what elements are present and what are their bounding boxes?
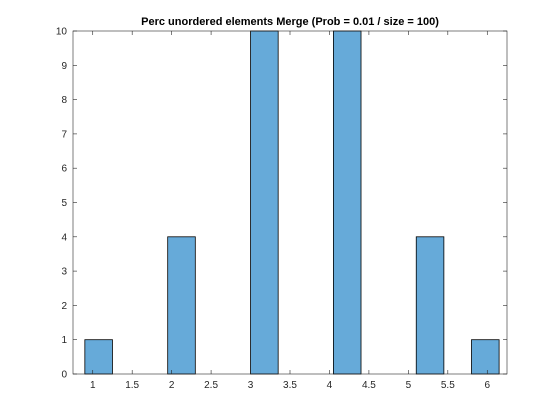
y-tick-label: 0 xyxy=(61,370,67,381)
chart-title: Perc unordered elements Merge (Prob = 0.… xyxy=(141,16,439,28)
x-tick-label: 1.5 xyxy=(125,380,139,391)
x-tick-label: 5 xyxy=(406,380,412,391)
y-tick-label: 10 xyxy=(56,27,68,38)
y-tick-label: 2 xyxy=(61,301,67,312)
x-tick-label: 4 xyxy=(327,380,333,391)
x-tick-label: 6 xyxy=(484,380,490,391)
y-tick-label: 7 xyxy=(61,129,67,140)
axes-group: 1 1.5 2 2.5 3 3.5 4 4.5 5 5.5 6 0 1 2 3 4 5 6 7 8 9 10 xyxy=(56,27,508,391)
y-tick-label: 3 xyxy=(61,267,67,278)
bars-group xyxy=(84,30,500,375)
x-tick-label: 3.5 xyxy=(283,380,297,391)
histogram-bar xyxy=(332,30,362,375)
x-tick-label: 2 xyxy=(169,380,175,391)
y-tick-label: 9 xyxy=(61,61,67,72)
histogram-bar xyxy=(84,339,113,375)
histogram-bar xyxy=(415,236,445,375)
y-tick-label: 8 xyxy=(61,95,67,106)
histogram-bar xyxy=(167,236,196,375)
y-tick-label: 1 xyxy=(61,335,67,346)
x-tick-label: 4.5 xyxy=(362,380,376,391)
y-tick-label: 5 xyxy=(61,198,67,209)
x-tick-label: 2.5 xyxy=(204,380,218,391)
x-tick-label: 3 xyxy=(248,380,254,391)
histogram-bar xyxy=(471,339,500,375)
x-tick-label: 5.5 xyxy=(441,380,455,391)
histogram-bar xyxy=(250,30,279,375)
y-tick-label: 6 xyxy=(61,164,67,175)
y-tick-label: 4 xyxy=(61,232,67,243)
x-tick-label: 1 xyxy=(90,380,96,391)
